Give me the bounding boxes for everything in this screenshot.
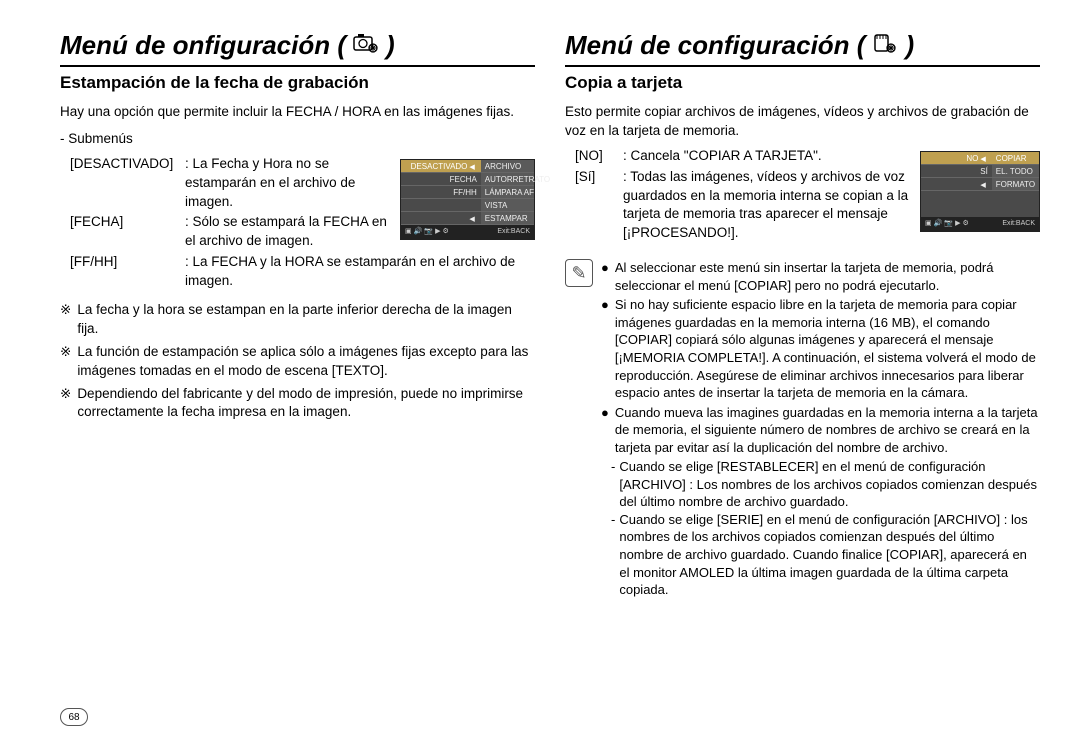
left-title-b: ) xyxy=(386,30,395,61)
note-text: Al seleccionar este menú sin insertar la… xyxy=(615,259,1040,294)
def-val: : Sólo se estampará la FECHA en el archi… xyxy=(185,213,392,251)
def-key: [NO] xyxy=(575,147,623,166)
submenus-label: - Submenús xyxy=(60,130,535,149)
def-key: [FF/HH] xyxy=(70,253,185,291)
note-text: La fecha y la hora se estampan en la par… xyxy=(77,301,535,339)
right-intro: Esto permite copiar archivos de imágenes… xyxy=(565,103,1040,141)
left-notes: ※La fecha y la hora se estampan en la pa… xyxy=(60,301,535,422)
left-subtitle: Estampación de la fecha de grabación xyxy=(60,73,535,93)
note-text: Si no hay suficiente espacio libre en la… xyxy=(615,296,1040,401)
camera-gear-icon xyxy=(352,32,380,59)
card-gear-icon xyxy=(871,32,899,59)
def-key: [FECHA] xyxy=(70,213,185,251)
info-note-block: ✎ ●Al seleccionar este menú sin insertar… xyxy=(565,259,1040,598)
right-subtitle: Copia a tarjeta xyxy=(565,73,1040,93)
def-key: [DESACTIVADO] xyxy=(70,155,185,212)
def-val: : La FECHA y la HORA se estamparán en el… xyxy=(185,253,535,291)
def-val: : Todas las imágenes, vídeos y archivos … xyxy=(623,168,912,244)
note-text: La función de estampación se aplica sólo… xyxy=(77,343,535,381)
note-text: Cuando mueva las imagines guardadas en l… xyxy=(615,404,1040,457)
left-menu-screenshot: DESACTIVADO◀ARCHIVOFECHAAUTORRETRATOFF/H… xyxy=(400,159,535,240)
page-number: 68 xyxy=(60,708,88,726)
right-title-b: ) xyxy=(905,30,914,61)
pencil-note-icon: ✎ xyxy=(565,259,593,287)
def-key: [Sí] xyxy=(575,168,623,244)
right-column: Menú de configuración ( ) Copia a tarjet… xyxy=(565,30,1040,599)
left-column: Menú de onfiguración ( ) Estampación de … xyxy=(60,30,535,599)
note-text: Dependiendo del fabricante y del modo de… xyxy=(77,385,535,423)
subnote-text: Cuando se elige [RESTABLECER] en el menú… xyxy=(619,458,1040,511)
right-title-a: Menú de configuración ( xyxy=(565,30,865,61)
left-title-a: Menú de onfiguración ( xyxy=(60,30,346,61)
right-menu-screenshot: NO◀COPIARSÍEL. TODO◀FORMATO ▣🔊📷▶⚙Exit:BA… xyxy=(920,151,1040,232)
def-val: : La Fecha y Hora no se estamparán en el… xyxy=(185,155,392,212)
def-val: : Cancela "COPIAR A TARJETA". xyxy=(623,147,912,166)
left-intro: Hay una opción que permite incluir la FE… xyxy=(60,103,535,122)
subnote-text: Cuando se elige [SERIE] en el menú de co… xyxy=(619,511,1040,599)
